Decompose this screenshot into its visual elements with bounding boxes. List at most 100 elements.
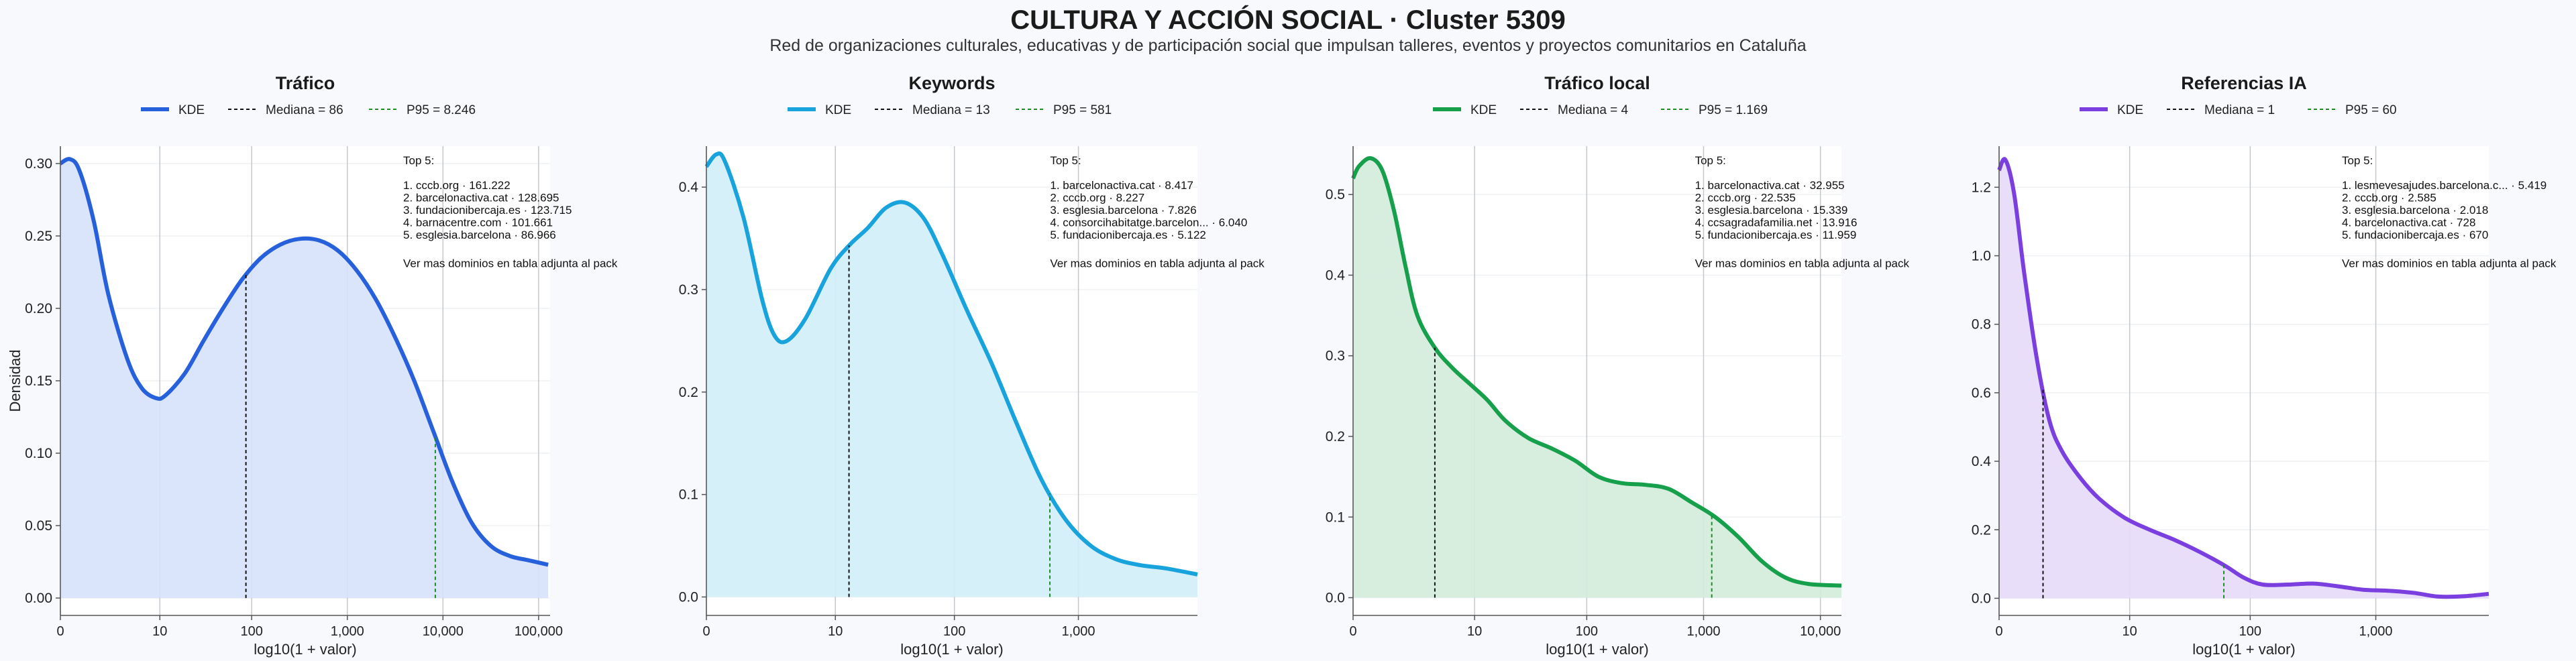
legend-kde-label: KDE — [2117, 103, 2143, 117]
top5-header: Top 5: — [403, 154, 434, 167]
legend-median-label: Mediana = 4 — [1558, 103, 1629, 117]
top5-item: 3. esglesia.barcelona · 2.018 — [2342, 204, 2488, 217]
top5-item: 4. barcelonactiva.cat · 728 — [2342, 217, 2475, 229]
top5-item: 3. esglesia.barcelona · 15.339 — [1695, 204, 1848, 217]
top5-item: 4. consorcihabitatge.barcelon... · 6.040 — [1050, 217, 1247, 229]
x-tick-label: 10 — [2123, 624, 2137, 639]
legend-median-label: Mediana = 1 — [2204, 103, 2275, 117]
x-tick-label: 100 — [943, 624, 965, 639]
legend: KDE Mediana = 86 P95 = 8.246 — [141, 103, 476, 117]
legend-p95-label: P95 = 60 — [2345, 103, 2397, 117]
x-tick-label: 1,000 — [1062, 624, 1095, 639]
x-tick-label: 0 — [702, 624, 710, 639]
top5-item: 4. barnacentre.com · 101.661 — [403, 217, 553, 229]
y-tick-label: 0.10 — [25, 446, 52, 461]
y-tick-label: 0.8 — [1972, 317, 1991, 333]
legend-median-label: Mediana = 86 — [266, 103, 343, 117]
top5-item: 2. cccb.org · 22.535 — [1695, 192, 1796, 204]
top5-item: 2. barcelonactiva.cat · 128.695 — [403, 192, 559, 204]
top5-footer: Ver mas dominios en tabla adjunta al pac… — [1050, 257, 1265, 270]
x-tick-label: 1,000 — [2359, 624, 2393, 639]
panel-title: Tráfico local — [1544, 73, 1650, 93]
top5-header: Top 5: — [2342, 154, 2373, 167]
top5-item: 5. esglesia.barcelona · 86.966 — [403, 229, 556, 241]
y-tick-label: 0.20 — [25, 301, 52, 316]
y-tick-label: 0.00 — [25, 591, 52, 606]
y-tick-label: 0.4 — [1326, 267, 1346, 283]
y-tick-label: 0.2 — [679, 385, 698, 400]
x-tick-label: 0 — [1995, 624, 2002, 639]
y-tick-label: 0.4 — [679, 180, 699, 195]
legend-p95-label: P95 = 581 — [1053, 103, 1112, 117]
kde-area — [60, 159, 549, 599]
y-tick-label: 1.0 — [1972, 249, 1991, 264]
y-tick-label: 0.0 — [1972, 591, 1991, 606]
legend-kde-label: KDE — [825, 103, 851, 117]
kde-area — [1353, 158, 1841, 598]
top5-footer: Ver mas dominios en tabla adjunta al pac… — [1695, 257, 1910, 270]
x-tick-label: 100 — [2239, 624, 2261, 639]
top5-item: 1. cccb.org · 161.222 — [403, 179, 511, 192]
legend: KDE Mediana = 4 P95 = 1.169 — [1433, 103, 1768, 117]
x-axis-label: log10(1 + valor) — [2192, 641, 2295, 658]
x-tick-label: 10,000 — [1800, 624, 1841, 639]
panel-title: Tráfico — [276, 73, 335, 93]
y-tick-label: 0.1 — [679, 487, 698, 503]
y-tick-label: 0.05 — [25, 518, 52, 534]
x-axis-label: log10(1 + valor) — [900, 641, 1003, 658]
x-tick-label: 10,000 — [423, 624, 464, 639]
panel-title: Referencias IA — [2181, 73, 2307, 93]
top5-item: 5. fundacionibercaja.es · 5.122 — [1050, 229, 1206, 241]
kde-area — [1999, 159, 2489, 599]
top5-item: 1. barcelonactiva.cat · 32.955 — [1695, 179, 1845, 192]
legend: KDE Mediana = 13 P95 = 581 — [788, 103, 1112, 117]
kde-area — [706, 153, 1197, 597]
top5-item: 3. fundacionibercaja.es · 123.715 — [403, 204, 572, 217]
y-tick-label: 0.3 — [1326, 349, 1345, 364]
legend-p95-label: P95 = 8.246 — [407, 103, 476, 117]
y-tick-label: 0.5 — [1326, 187, 1345, 202]
y-tick-label: 0.3 — [679, 282, 698, 298]
y-axis-label: Densidad — [7, 350, 23, 412]
kde-line — [1351, 156, 1842, 588]
y-tick-label: 0.0 — [679, 589, 698, 605]
top5-footer: Ver mas dominios en tabla adjunta al pac… — [403, 257, 618, 270]
y-tick-label: 0.2 — [1326, 429, 1345, 444]
top5-header: Top 5: — [1050, 154, 1081, 167]
x-tick-label: 10 — [1467, 624, 1482, 639]
kde-line — [59, 157, 549, 567]
legend-median-label: Mediana = 13 — [912, 103, 990, 117]
top5-header: Top 5: — [1695, 154, 1726, 167]
chart-panel-2: Keywords KDE Mediana = 13 P95 = 581 0.0 0.1 0.… — [679, 73, 1265, 658]
y-tick-label: 0.0 — [1326, 591, 1345, 606]
x-tick-label: 1,000 — [1686, 624, 1720, 639]
x-tick-label: 0 — [56, 624, 64, 639]
x-tick-label: 1,000 — [331, 624, 364, 639]
top5-item: 5. fundacionibercaja.es · 11.959 — [1695, 229, 1857, 241]
top5-item: 1. lesmevesajudes.barcelona.c... · 5.419 — [2342, 179, 2546, 192]
legend: KDE Mediana = 1 P95 = 60 — [2080, 103, 2397, 117]
legend-kde-label: KDE — [178, 103, 205, 117]
y-tick-label: 1.2 — [1972, 180, 1991, 195]
y-tick-label: 0.25 — [25, 229, 52, 244]
top5-item: 4. ccsagradafamilia.net · 13.916 — [1695, 217, 1858, 229]
kde-line — [704, 151, 1198, 577]
chart-panel-3: Tráfico local KDE Mediana = 4 P95 = 1.169 0.… — [1326, 73, 1910, 658]
top5-item: 3. esglesia.barcelona · 7.826 — [1050, 204, 1196, 217]
legend-p95-label: P95 = 1.169 — [1699, 103, 1768, 117]
y-tick-label: 0.30 — [25, 156, 52, 172]
top5-item: 2. cccb.org · 8.227 — [1050, 192, 1144, 204]
x-tick-label: 0 — [1349, 624, 1356, 639]
y-tick-label: 0.2 — [1972, 522, 1991, 538]
kde-line — [1997, 157, 2489, 599]
x-tick-label: 100 — [1576, 624, 1598, 639]
x-tick-label: 100,000 — [515, 624, 563, 639]
x-axis-label: log10(1 + valor) — [254, 641, 356, 658]
y-tick-label: 0.6 — [1972, 385, 1991, 401]
top5-footer: Ver mas dominios en tabla adjunta al pac… — [2342, 257, 2557, 270]
top5-item: 5. fundacionibercaja.es · 670 — [2342, 229, 2488, 241]
x-tick-label: 10 — [152, 624, 167, 639]
panel-title: Keywords — [908, 73, 995, 93]
